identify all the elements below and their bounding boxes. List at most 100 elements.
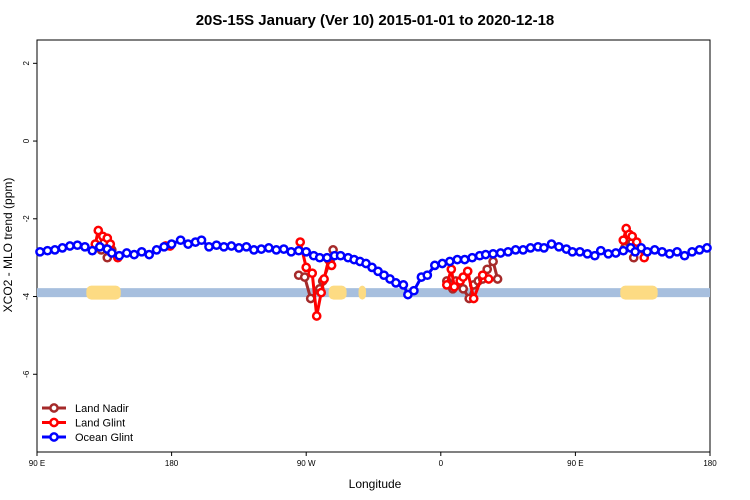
series-land-glint xyxy=(90,223,650,321)
data-point-ocean-glint-0-38 xyxy=(314,252,325,263)
y-tick-label-3: -4 xyxy=(22,292,31,300)
data-point-land-glint-3-2 xyxy=(449,281,460,292)
x-tick-label-5: 180 xyxy=(703,459,717,468)
data-point-ocean-glint-0-36 xyxy=(301,246,312,257)
data-point-ocean-glint-1-6 xyxy=(437,258,448,269)
data-point-ocean-glint-0-27 xyxy=(234,243,244,253)
data-point-land-nadir-2-10 xyxy=(492,274,503,284)
data-point-ocean-glint-1-29 xyxy=(603,248,614,259)
legend: Land Nadir Land Glint Ocean Glint xyxy=(42,403,133,444)
data-point-ocean-glint-0-12 xyxy=(121,248,132,258)
data-point-land-glint-2-4 xyxy=(316,287,327,298)
data-point-land-nadir-1-1 xyxy=(299,272,310,282)
data-point-land-glint-3-6 xyxy=(468,293,479,304)
data-point-ocean-glint-0-19 xyxy=(175,235,186,246)
data-point-ocean-glint-0-0 xyxy=(35,246,45,257)
ocean-strip xyxy=(37,288,710,298)
data-point-ocean-glint-0-41 xyxy=(335,250,346,261)
data-point-ocean-glint-1-37 xyxy=(657,246,667,257)
data-point-ocean-glint-1-16 xyxy=(510,245,521,255)
data-point-ocean-glint-1-27 xyxy=(589,250,600,261)
data-point-ocean-glint-0-8 xyxy=(94,241,105,252)
land-patch-2 xyxy=(358,285,367,300)
data-point-ocean-glint-1-40 xyxy=(679,250,690,261)
data-point-ocean-glint-1-20 xyxy=(539,243,549,253)
data-point-land-nadir-2-8 xyxy=(482,264,493,275)
data-point-ocean-glint-1-4 xyxy=(422,270,433,281)
land-patch-0 xyxy=(86,285,121,300)
data-point-land-glint-2-3 xyxy=(311,311,322,321)
data-point-ocean-glint-0-18 xyxy=(166,239,177,249)
legend-label-land-nadir: Land Nadir xyxy=(75,403,129,415)
data-point-ocean-glint-0-26 xyxy=(226,241,237,251)
data-point-land-glint-3-0 xyxy=(441,280,452,290)
data-point-ocean-glint-0-10 xyxy=(106,248,117,258)
surface-strip xyxy=(37,285,710,300)
data-point-ocean-glint-1-21 xyxy=(546,239,557,249)
data-point-ocean-glint-0-4 xyxy=(65,241,75,251)
data-point-ocean-glint-1-5 xyxy=(429,260,440,271)
data-point-ocean-glint-0-24 xyxy=(211,240,222,251)
data-point-ocean-glint-0-50 xyxy=(391,278,401,288)
data-point-ocean-glint-1-7 xyxy=(444,256,455,267)
data-point-land-glint-3-5 xyxy=(462,266,473,277)
plot-frame xyxy=(36,39,711,453)
legend-marker-land-nadir xyxy=(49,403,59,413)
data-point-ocean-glint-1-2 xyxy=(409,285,419,296)
data-point-ocean-glint-0-6 xyxy=(80,241,90,252)
y-tick-label-0: 2 xyxy=(22,61,31,66)
data-point-ocean-glint-1-14 xyxy=(495,248,506,258)
y-tick-label-1: 0 xyxy=(22,138,31,143)
data-point-ocean-glint-0-25 xyxy=(219,241,229,252)
x-tick-label-3: 0 xyxy=(439,459,444,468)
data-point-ocean-glint-1-8 xyxy=(452,254,463,265)
data-point-ocean-glint-1-35 xyxy=(642,246,653,257)
legend-marker-ocean-glint xyxy=(49,432,59,442)
data-point-ocean-glint-0-5 xyxy=(72,240,83,251)
data-point-land-glint-2-0 xyxy=(295,237,306,247)
data-point-ocean-glint-0-33 xyxy=(278,244,289,254)
data-point-ocean-glint-0-14 xyxy=(136,246,147,257)
legend-label-land-glint: Land Glint xyxy=(75,418,125,430)
data-point-ocean-glint-0-20 xyxy=(183,239,193,249)
data-point-ocean-glint-1-42 xyxy=(694,245,705,255)
data-point-ocean-glint-0-35 xyxy=(293,245,304,256)
data-point-ocean-glint-1-15 xyxy=(503,246,513,257)
data-point-ocean-glint-1-43 xyxy=(702,243,712,253)
data-point-land-nadir-2-9 xyxy=(488,256,498,267)
data-point-ocean-glint-0-34 xyxy=(286,246,297,257)
data-point-ocean-glint-1-13 xyxy=(488,248,498,259)
data-point-ocean-glint-0-28 xyxy=(241,241,252,252)
data-point-ocean-glint-1-17 xyxy=(518,245,528,255)
data-point-land-nadir-2-3 xyxy=(458,283,469,294)
x-tick-label-1: 180 xyxy=(165,459,179,468)
data-point-ocean-glint-1-12 xyxy=(480,249,491,260)
data-point-ocean-glint-0-30 xyxy=(256,244,267,254)
series-layer xyxy=(35,223,712,321)
data-point-ocean-glint-0-7 xyxy=(87,245,98,256)
data-point-ocean-glint-1-28 xyxy=(595,245,606,256)
series-ocean-glint xyxy=(35,235,712,300)
legend-label-ocean-glint: Ocean Glint xyxy=(75,432,133,444)
y-axis-label: XCO2 - MLO trend (ppm) xyxy=(1,178,15,313)
data-point-ocean-glint-0-23 xyxy=(204,241,214,252)
data-point-ocean-glint-1-24 xyxy=(567,246,578,257)
data-point-ocean-glint-1-38 xyxy=(664,248,675,259)
data-point-ocean-glint-0-16 xyxy=(151,245,162,255)
x-axis-label: Longitude xyxy=(349,477,402,491)
data-point-ocean-glint-1-0 xyxy=(398,280,409,290)
chart-title: 20S-15S January (Ver 10) 2015-01-01 to 2… xyxy=(196,12,555,29)
data-point-ocean-glint-0-17 xyxy=(159,241,169,252)
data-point-ocean-glint-0-2 xyxy=(50,245,60,255)
land-patch-1 xyxy=(328,285,347,300)
data-point-ocean-glint-0-3 xyxy=(57,243,68,253)
data-point-ocean-glint-1-22 xyxy=(554,241,564,252)
data-point-land-glint-3-8 xyxy=(483,274,494,284)
data-point-ocean-glint-1-18 xyxy=(525,243,536,253)
data-point-ocean-glint-1-26 xyxy=(582,248,593,259)
data-point-ocean-glint-0-15 xyxy=(144,249,155,260)
data-point-ocean-glint-0-13 xyxy=(129,249,140,260)
data-point-land-glint-4-0 xyxy=(618,235,629,246)
data-point-ocean-glint-1-36 xyxy=(649,245,660,255)
